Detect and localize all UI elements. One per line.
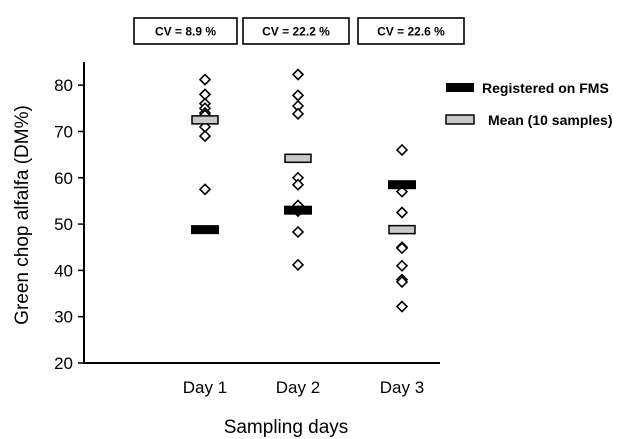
mean-marker <box>284 153 312 164</box>
x-tick-label: Day 3 <box>380 378 424 397</box>
legend: Registered on FMS Mean (10 samples) <box>445 80 613 128</box>
registered-marker <box>191 225 219 235</box>
sample-point <box>198 73 212 86</box>
y-tick-label: 80 <box>54 76 73 95</box>
y-axis-title: Green chop alfalfa (DM%) <box>12 105 33 325</box>
sample-point <box>291 89 305 102</box>
y-tick-label: 70 <box>54 122 73 141</box>
cv-labels: CV = 8.9 % CV = 22.2 % CV = 22.6 % <box>133 17 465 45</box>
cv-box-frame <box>357 17 465 45</box>
sample-point <box>291 68 305 81</box>
sample-point <box>395 259 409 272</box>
legend-swatch-registered <box>446 83 474 92</box>
sample-point <box>395 242 409 255</box>
axes: 20 30 40 50 60 70 80 Day 1 Day 2 Day 3 <box>54 62 440 397</box>
cv-box: CV = 22.6 % <box>357 17 465 45</box>
cv-label: CV = 22.6 % <box>377 25 445 39</box>
x-tick-label: Day 2 <box>276 378 320 397</box>
registered-marker <box>284 205 312 215</box>
sample-point <box>198 129 212 143</box>
mean-marker <box>191 115 219 125</box>
mean-marker <box>388 224 416 235</box>
cv-box-frame <box>133 17 238 45</box>
sample-point <box>291 225 305 239</box>
y-tick-label: 30 <box>54 308 73 327</box>
x-axis-title: Sampling days <box>224 417 349 438</box>
cv-box-frame <box>242 17 350 45</box>
sample-point <box>198 183 212 196</box>
y-tick-label: 20 <box>54 354 73 373</box>
sample-points <box>198 68 409 313</box>
sample-point <box>395 275 409 289</box>
sample-point <box>395 143 409 157</box>
sample-point <box>291 258 305 271</box>
y-tick-label: 40 <box>54 261 73 280</box>
legend-label-mean: Mean (10 samples) <box>488 112 613 128</box>
sample-point <box>291 178 305 191</box>
legend-label-registered: Registered on FMS <box>482 80 609 96</box>
cv-label: CV = 22.2 % <box>262 25 330 39</box>
cv-box: CV = 8.9 % <box>133 17 238 45</box>
legend-swatch-mean <box>445 114 475 125</box>
sample-point <box>395 206 409 219</box>
cv-label: CV = 8.9 % <box>155 25 216 39</box>
sample-point <box>395 300 409 313</box>
y-tick-label: 50 <box>54 215 73 234</box>
registered-marker <box>388 180 416 190</box>
sample-point <box>291 107 305 120</box>
cv-box: CV = 22.2 % <box>242 17 350 45</box>
y-tick-label: 60 <box>54 169 73 188</box>
summary-markers <box>191 115 416 235</box>
x-tick-label: Day 1 <box>183 378 227 397</box>
